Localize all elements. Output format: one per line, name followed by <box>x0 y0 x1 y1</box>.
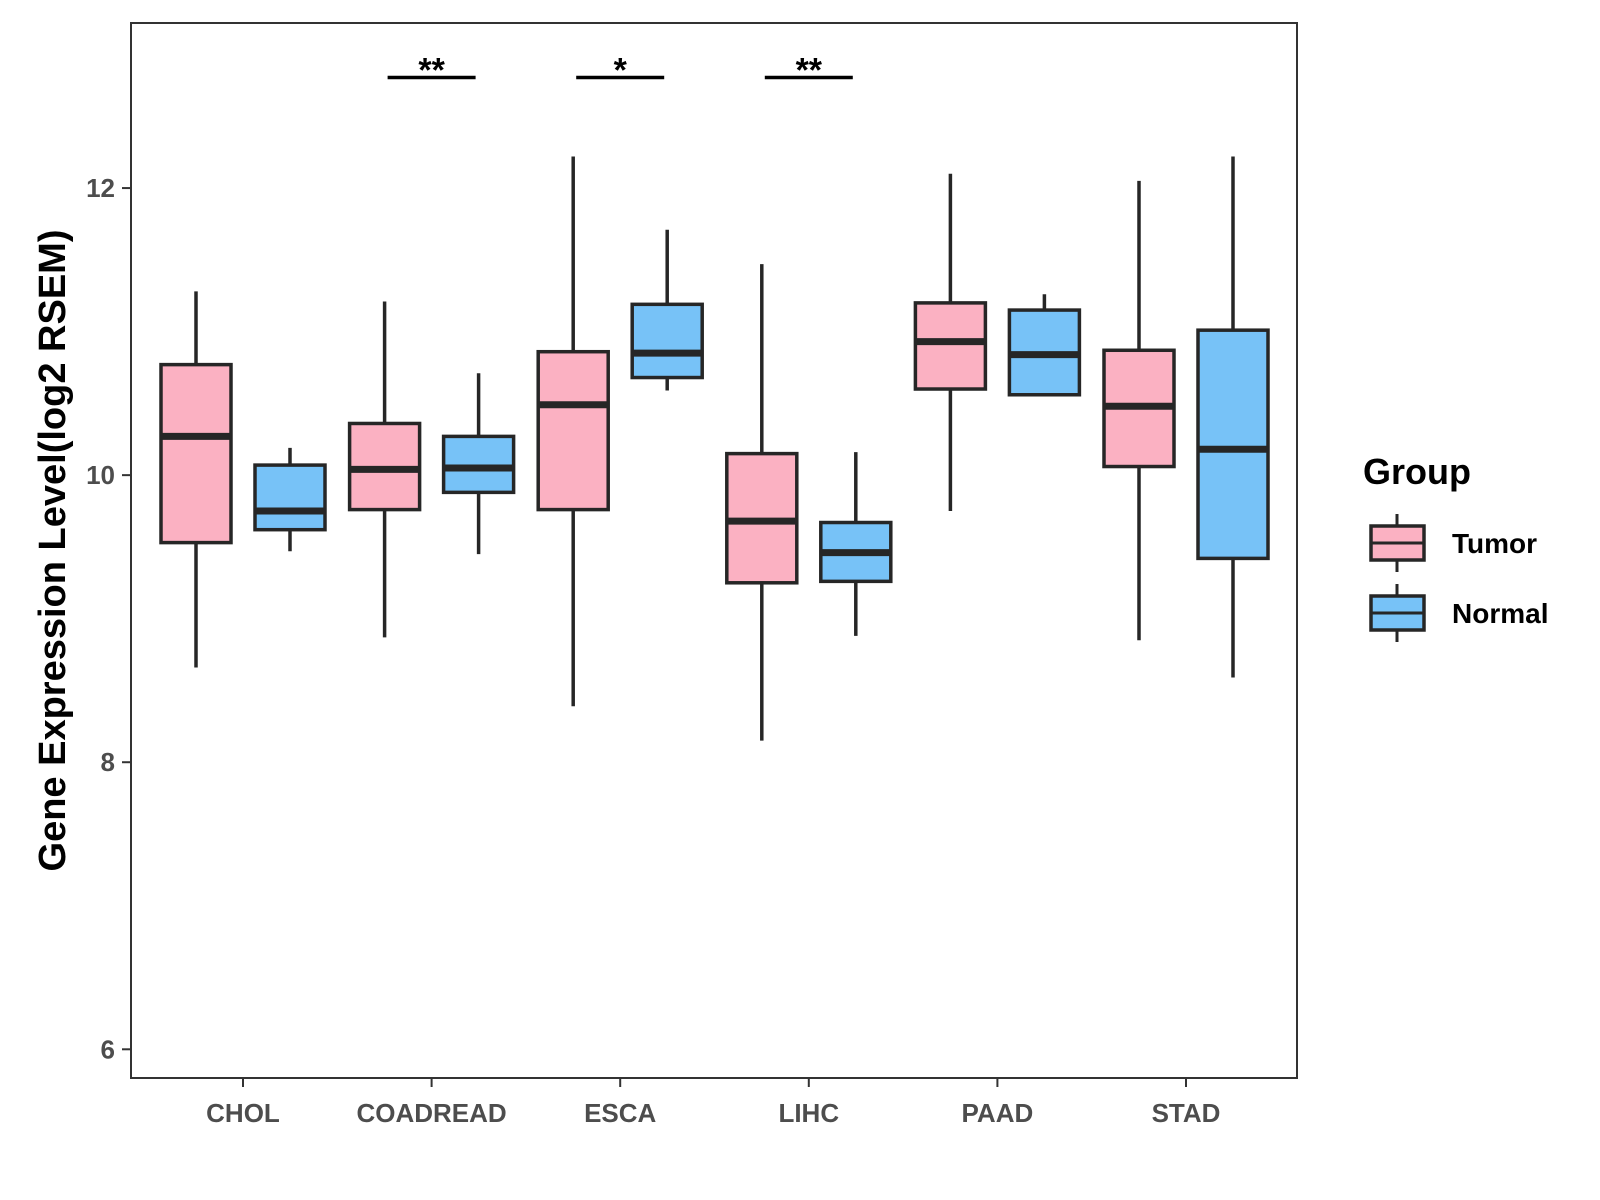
x-tick-label-chol: CHOL <box>206 1098 280 1128</box>
box <box>913 301 988 391</box>
legend: Group Tumor Normal <box>1363 451 1548 642</box>
significance-label-esca: * <box>614 52 628 90</box>
x-tick-label-esca: ESCA <box>584 1098 656 1128</box>
y-tick-label-10: 10 <box>86 460 115 490</box>
box <box>1196 328 1270 561</box>
tumor-box-coadread <box>347 301 422 638</box>
legend-label-normal: Normal <box>1452 598 1548 629</box>
y-axis-title: Gene Expression Level(log2 RSEM) <box>32 230 74 872</box>
normal-box-esca <box>630 229 704 391</box>
y-tick-label-8: 8 <box>101 747 115 777</box>
tumor-box-lihc <box>725 264 799 741</box>
box <box>159 362 233 545</box>
legend-item-normal: Normal <box>1369 584 1548 642</box>
box <box>630 302 704 380</box>
y-tick-label-6: 6 <box>101 1034 115 1064</box>
tumor-box-esca <box>536 156 610 707</box>
significance-label-lihc: ** <box>796 52 823 90</box>
x-tick-label-stad: STAD <box>1152 1098 1221 1128</box>
legend-title: Group <box>1363 451 1471 492</box>
normal-box-coadread <box>441 373 516 555</box>
normal-box-lihc <box>819 452 893 636</box>
box <box>253 463 327 532</box>
y-tick-label-12: 12 <box>86 173 115 203</box>
tumor-box-stad <box>1102 180 1176 641</box>
legend-label-tumor: Tumor <box>1452 528 1537 559</box>
tumor-box-chol <box>159 291 233 668</box>
normal-box-stad <box>1196 156 1270 678</box>
box <box>536 349 610 512</box>
x-tick-label-paad: PAAD <box>962 1098 1034 1128</box>
normal-box-chol <box>253 447 327 552</box>
tumor-box-paad <box>913 173 988 512</box>
legend-item-tumor: Tumor <box>1369 514 1537 572</box>
plot-panel-border <box>130 22 1298 1079</box>
x-tick-label-coadread: COADREAD <box>356 1098 506 1128</box>
normal-box-paad <box>1007 294 1082 397</box>
box <box>441 434 516 495</box>
x-tick-label-lihc: LIHC <box>778 1098 839 1128</box>
significance-label-coadread: ** <box>418 52 445 90</box>
